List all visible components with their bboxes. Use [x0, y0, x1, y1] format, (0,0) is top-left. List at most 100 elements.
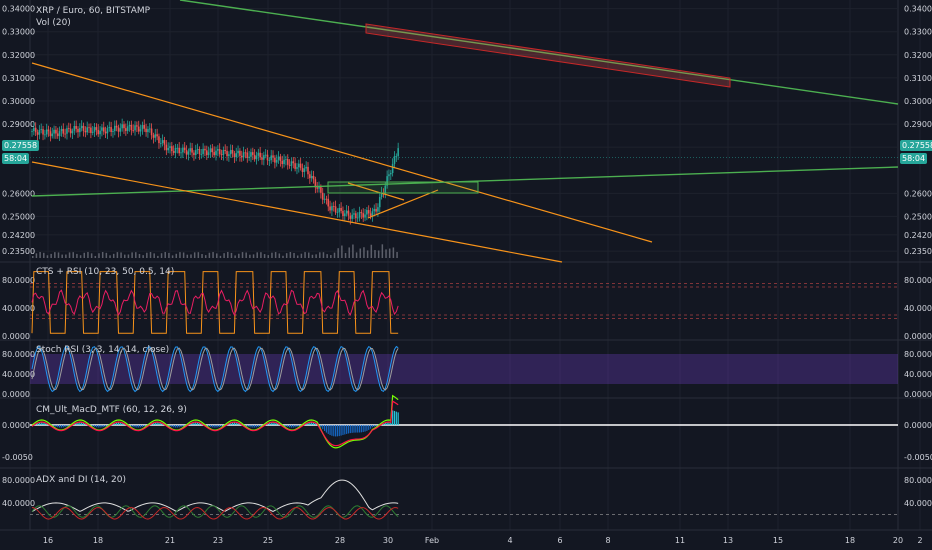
volume-bar [388, 248, 391, 258]
volume-bar [190, 254, 192, 258]
candle-body [90, 127, 92, 133]
macd-hist-bar [274, 422, 276, 426]
macd-hist-bar [309, 422, 311, 426]
macd-hist-bar [254, 425, 256, 428]
volume-bar [315, 254, 317, 258]
price-tick-right: 0.29000 [904, 120, 932, 129]
x-axis-label: 25 [263, 536, 273, 545]
macd-hist-bar [198, 422, 201, 426]
macd-hist-bar [244, 425, 247, 426]
macd-hist-bar [145, 425, 147, 426]
candle-body [386, 176, 388, 186]
macd-hist-bar [289, 425, 291, 428]
volume-bar [322, 252, 325, 258]
macd-hist-bar [252, 425, 254, 428]
candle-body [342, 210, 344, 217]
candle-body [388, 174, 390, 177]
candle-body [299, 163, 302, 168]
candle-body [211, 148, 214, 153]
candle-body [218, 148, 221, 155]
candle-body [187, 151, 190, 155]
candle-body [36, 132, 39, 135]
volume-bar [98, 253, 100, 258]
volume-bar [348, 247, 350, 258]
x-axis-label: 6 [557, 536, 562, 545]
candle-body [220, 154, 223, 156]
candle-body [112, 131, 114, 133]
price-tick-left: 0.26000 [2, 189, 35, 198]
macd-hist-bar [160, 422, 162, 426]
volume-bar [249, 254, 251, 258]
macd-hist-bar [285, 425, 287, 427]
candle-body [312, 175, 315, 180]
macd-hist-bar [176, 425, 178, 428]
countdown-tag-right: 58:04 [900, 153, 928, 164]
macd-hist-bar [388, 422, 390, 426]
macd-hist-bar [342, 425, 344, 436]
candle-body [242, 152, 245, 158]
macd-hist-bar [55, 425, 57, 427]
volume-bar [68, 252, 71, 258]
x-axis-label: 30 [383, 536, 393, 545]
macd-hist-bar [213, 425, 215, 428]
candle-body [196, 148, 199, 151]
macd-hist-bar [298, 425, 300, 427]
volume-bar [396, 251, 398, 258]
price-tick-left: 0.31000 [2, 74, 35, 83]
macd-hist-bar [40, 422, 42, 426]
x-axis-label: 20 [893, 536, 903, 545]
macd-line [31, 394, 399, 449]
candle-body [252, 152, 254, 155]
volume-bar [127, 254, 130, 258]
x-axis-label: 28 [335, 536, 345, 545]
adx-tick-right: 40.0000 [904, 499, 932, 508]
macd-hist-bar [211, 425, 213, 428]
volume-bar [260, 252, 262, 258]
candle-body [147, 129, 149, 133]
volume-bar [65, 254, 67, 258]
candle-body [347, 210, 350, 216]
macd-hist-bar [331, 425, 333, 436]
macd-tick-left: -0.0050 [2, 453, 33, 462]
macd-hist-bar [219, 425, 221, 427]
macd-hist-bar [130, 425, 132, 427]
macd-hist-bar [121, 422, 123, 426]
candle-body [176, 147, 179, 149]
candle-body [165, 144, 168, 151]
candle-body [183, 147, 186, 151]
candle-body [239, 150, 241, 156]
candle-body [259, 152, 261, 158]
volume-bar [120, 252, 122, 258]
volume-bar [83, 252, 86, 258]
macd-hist-bar [314, 423, 316, 426]
stoch-band [30, 354, 898, 384]
candle-body [64, 133, 66, 135]
candle-body [53, 129, 55, 134]
macd-hist-bar [92, 425, 94, 427]
stoch-tick-left: 40.0000 [2, 370, 35, 379]
candle-body [344, 213, 346, 217]
macd-hist-bar [134, 425, 136, 428]
candle-body [233, 153, 236, 158]
macd-hist-bar [46, 423, 48, 426]
candle-body [185, 150, 188, 155]
volume-bar [182, 252, 185, 258]
candle-body [88, 127, 90, 129]
adx-tick-left: 40.0000 [2, 499, 35, 508]
cts-tick-left: 80.0000 [2, 276, 35, 285]
candle-body [62, 128, 65, 134]
macd-hist-bar [349, 425, 351, 434]
volume-bar [157, 255, 159, 258]
candle-body [125, 128, 127, 131]
price-tick-left: 0.34000 [2, 5, 35, 14]
volume-bar [326, 254, 328, 258]
macd-hist-bar [215, 425, 217, 428]
price-tick-left: 0.23500 [2, 247, 35, 256]
macd-hist-bar [62, 425, 64, 428]
volume-bar [381, 244, 384, 258]
candle-body [274, 157, 276, 163]
macd-hist-bar [82, 422, 85, 426]
macd-hist-bar [294, 425, 296, 428]
volume-bar [216, 253, 218, 258]
